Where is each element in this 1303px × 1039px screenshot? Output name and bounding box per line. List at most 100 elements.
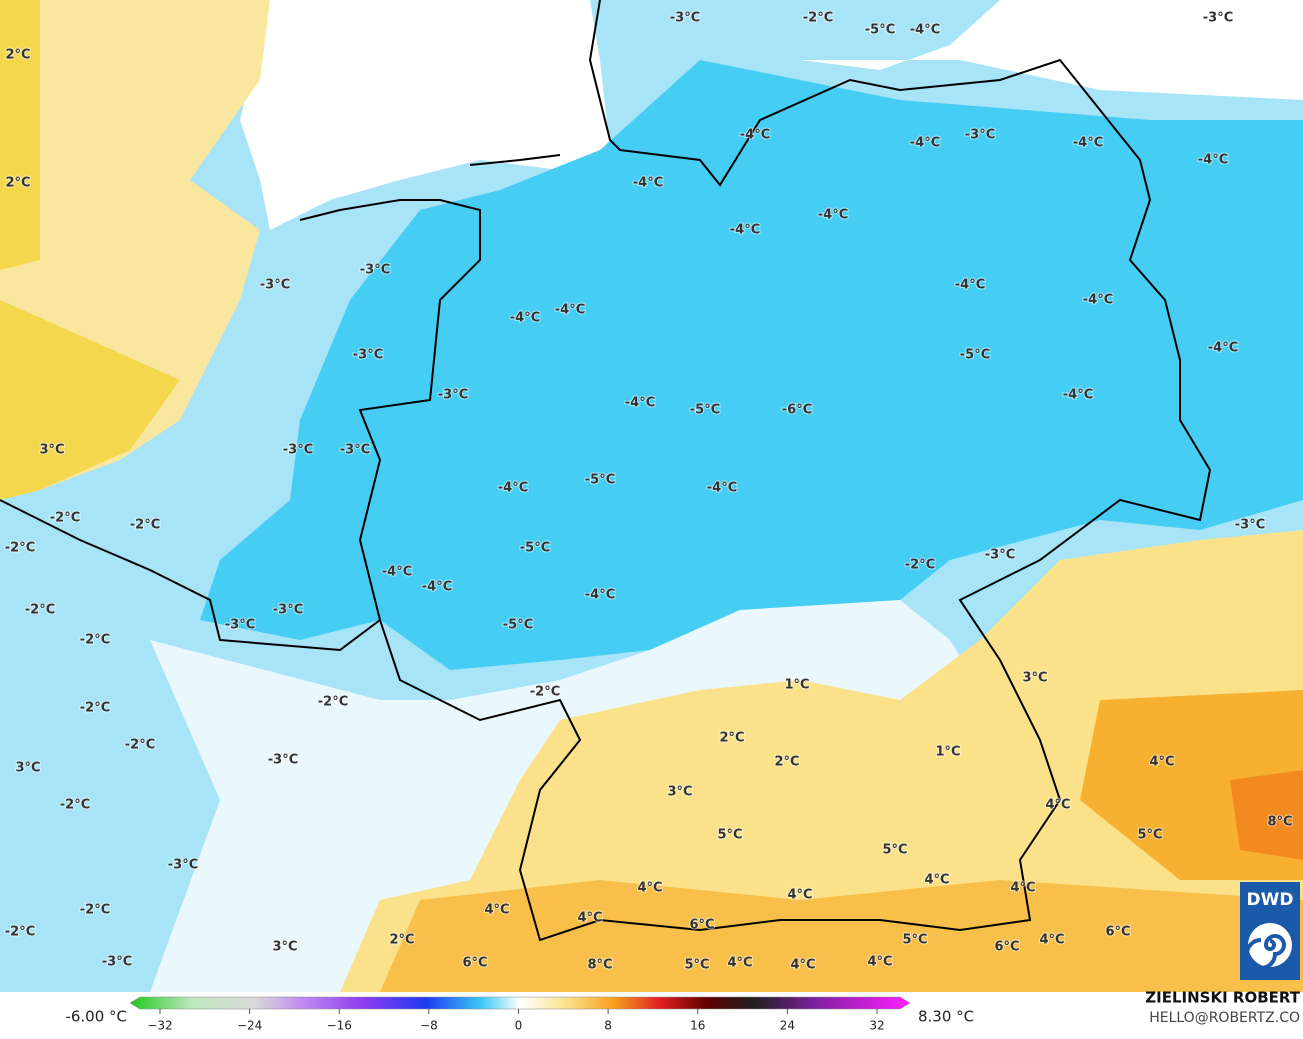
temperature-label: -5°C: [865, 23, 895, 38]
temperature-label: -4°C: [910, 23, 940, 38]
temperature-label: -3°C: [260, 278, 290, 293]
colorbar-tick-label: 16: [690, 1019, 705, 1033]
temperature-label: 4°C: [867, 955, 892, 970]
credit-name: ZIELINSKI ROBERT: [1145, 989, 1300, 1007]
temperature-label: -4°C: [740, 128, 770, 143]
temperature-label: 4°C: [787, 888, 812, 903]
temperature-label: -2°C: [80, 903, 110, 918]
temperature-label: -4°C: [1198, 153, 1228, 168]
temperature-label: 4°C: [1039, 933, 1064, 948]
temperature-label: -3°C: [360, 263, 390, 278]
temperature-label: -3°C: [273, 603, 303, 618]
temperature-label: -3°C: [1203, 11, 1233, 26]
temperature-label: -4°C: [633, 176, 663, 191]
temperature-label: 2°C: [5, 176, 30, 191]
temperature-label: 4°C: [924, 873, 949, 888]
temperature-label: 3°C: [667, 785, 692, 800]
colorbar-tick-label: −8: [420, 1019, 438, 1033]
temperature-label: -6°C: [782, 403, 812, 418]
temperature-label: 4°C: [637, 881, 662, 896]
temperature-label: -3°C: [985, 548, 1015, 563]
temperature-label: -4°C: [910, 136, 940, 151]
temperature-label: 1°C: [784, 678, 809, 693]
logo-circle: [1248, 923, 1292, 967]
temperature-label: -4°C: [625, 396, 655, 411]
temperature-label: 5°C: [1137, 828, 1162, 843]
colorbar: [129, 996, 911, 1010]
temperature-label: -4°C: [382, 565, 412, 580]
temperature-label: -2°C: [5, 925, 35, 940]
temperature-label: -3°C: [670, 11, 700, 26]
colorbar-tick-label: −32: [147, 1019, 172, 1033]
temperature-label: -4°C: [1073, 136, 1103, 151]
temperature-label: -3°C: [965, 128, 995, 143]
logo-spiral: [1245, 934, 1286, 970]
temperature-label: 3°C: [15, 761, 40, 776]
temperature-label: 4°C: [790, 958, 815, 973]
temperature-label: 5°C: [882, 843, 907, 858]
temperature-label: -4°C: [707, 481, 737, 496]
temperature-label: -2°C: [50, 511, 80, 526]
temperature-label: -5°C: [960, 348, 990, 363]
temperature-label: -2°C: [530, 685, 560, 700]
temperature-label: -2°C: [130, 518, 160, 533]
colorbar-tick-label: −24: [237, 1019, 262, 1033]
temperature-label: 3°C: [272, 940, 297, 955]
temperature-label: -4°C: [1208, 341, 1238, 356]
temperature-label: -5°C: [520, 541, 550, 556]
colorbar-min: -6.00 °C: [65, 1008, 127, 1026]
temperature-label: -3°C: [340, 443, 370, 458]
temperature-label: -3°C: [438, 388, 468, 403]
temperature-label: -3°C: [283, 443, 313, 458]
temperature-label: -4°C: [510, 311, 540, 326]
temperature-label: 4°C: [727, 956, 752, 971]
logo-text: DWD: [1247, 890, 1294, 910]
temperature-label: 6°C: [462, 956, 487, 971]
temperature-label: 4°C: [1010, 881, 1035, 896]
colorbar-tick-label: 0: [515, 1019, 523, 1033]
temperature-label: -2°C: [125, 738, 155, 753]
temperature-label: -4°C: [1083, 293, 1113, 308]
temperature-label: -4°C: [555, 303, 585, 318]
temperature-label: 2°C: [389, 933, 414, 948]
temperature-label: -5°C: [690, 403, 720, 418]
colorbar-tick-label: 32: [869, 1019, 884, 1033]
temperature-label: 6°C: [689, 918, 714, 933]
temperature-label: 4°C: [484, 903, 509, 918]
temperature-label: -3°C: [268, 753, 298, 768]
temperature-label: 3°C: [1022, 671, 1047, 686]
temperature-label: 2°C: [5, 48, 30, 63]
temperature-label: -2°C: [905, 558, 935, 573]
dwd-logo: DWD: [1240, 882, 1300, 980]
temperature-label: -4°C: [498, 481, 528, 496]
temperature-label: -2°C: [5, 541, 35, 556]
temperature-label: -4°C: [585, 588, 615, 603]
temperature-label: 5°C: [684, 958, 709, 973]
temperature-label: -3°C: [168, 858, 198, 873]
colorbar-max: 8.30 °C: [918, 1008, 974, 1026]
credit-contact: HELLO@ROBERTZ.CO: [1149, 1010, 1300, 1026]
temperature-label: 2°C: [719, 731, 744, 746]
temperature-label: -3°C: [225, 618, 255, 633]
temperature-label: 4°C: [577, 911, 602, 926]
colorbar-tick-label: −16: [327, 1019, 352, 1033]
temperature-label: 8°C: [587, 958, 612, 973]
temperature-label: -4°C: [1063, 388, 1093, 403]
temperature-label: -5°C: [503, 618, 533, 633]
temperature-label: -2°C: [80, 701, 110, 716]
temperature-label: 6°C: [1105, 925, 1130, 940]
temperature-label: 1°C: [935, 745, 960, 760]
temperature-label: -2°C: [25, 603, 55, 618]
temperature-label: -2°C: [80, 633, 110, 648]
temperature-labels: 2°C 2°C 3°C -3°C -2°C -5°C -4°C -3°C -4°C -4°C -3°…: [4, 10, 1294, 974]
map-background: [0, 0, 1303, 992]
temperature-label: 2°C: [774, 755, 799, 770]
temperature-label: -2°C: [60, 798, 90, 813]
temperature-label: 5°C: [902, 933, 927, 948]
temperature-label: -4°C: [818, 208, 848, 223]
temperature-label: -3°C: [353, 348, 383, 363]
temperature-label: -3°C: [1235, 518, 1265, 533]
temperature-label: -4°C: [955, 278, 985, 293]
temperature-label: -4°C: [730, 223, 760, 238]
